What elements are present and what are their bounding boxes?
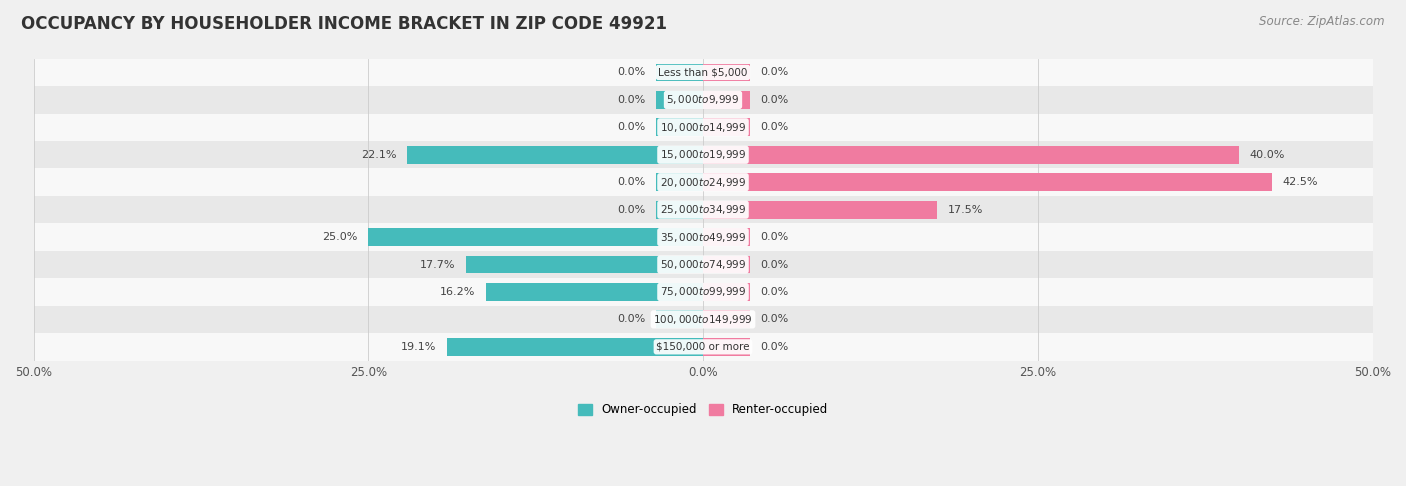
- Text: 17.7%: 17.7%: [420, 260, 456, 270]
- Text: 0.0%: 0.0%: [761, 68, 789, 77]
- Text: Less than $5,000: Less than $5,000: [658, 68, 748, 77]
- Text: $50,000 to $74,999: $50,000 to $74,999: [659, 258, 747, 271]
- Text: 0.0%: 0.0%: [617, 68, 645, 77]
- Text: $150,000 or more: $150,000 or more: [657, 342, 749, 352]
- Text: $100,000 to $149,999: $100,000 to $149,999: [654, 313, 752, 326]
- Bar: [657, 201, 703, 219]
- Bar: [408, 146, 703, 164]
- Bar: [657, 311, 703, 329]
- Text: 0.0%: 0.0%: [617, 177, 645, 187]
- Bar: [486, 283, 703, 301]
- Bar: [34, 306, 1372, 333]
- Bar: [34, 278, 1372, 306]
- Text: $15,000 to $19,999: $15,000 to $19,999: [659, 148, 747, 161]
- Text: 0.0%: 0.0%: [761, 287, 789, 297]
- Text: 0.0%: 0.0%: [617, 122, 645, 132]
- Bar: [703, 91, 749, 109]
- Text: $75,000 to $99,999: $75,000 to $99,999: [659, 285, 747, 298]
- Bar: [34, 224, 1372, 251]
- Bar: [34, 141, 1372, 169]
- Bar: [703, 201, 938, 219]
- Text: 0.0%: 0.0%: [761, 232, 789, 242]
- Bar: [703, 256, 749, 274]
- Bar: [657, 91, 703, 109]
- Text: 0.0%: 0.0%: [761, 342, 789, 352]
- Text: 0.0%: 0.0%: [617, 95, 645, 105]
- Text: Source: ZipAtlas.com: Source: ZipAtlas.com: [1260, 15, 1385, 28]
- Text: 0.0%: 0.0%: [617, 314, 645, 324]
- Bar: [703, 119, 749, 136]
- Bar: [34, 169, 1372, 196]
- Bar: [703, 228, 749, 246]
- Text: 0.0%: 0.0%: [761, 122, 789, 132]
- Legend: Owner-occupied, Renter-occupied: Owner-occupied, Renter-occupied: [572, 399, 834, 421]
- Bar: [34, 251, 1372, 278]
- Text: 16.2%: 16.2%: [440, 287, 475, 297]
- Bar: [657, 64, 703, 81]
- Bar: [657, 174, 703, 191]
- Text: $25,000 to $34,999: $25,000 to $34,999: [659, 203, 747, 216]
- Bar: [34, 333, 1372, 361]
- Text: OCCUPANCY BY HOUSEHOLDER INCOME BRACKET IN ZIP CODE 49921: OCCUPANCY BY HOUSEHOLDER INCOME BRACKET …: [21, 15, 666, 33]
- Bar: [368, 228, 703, 246]
- Text: $5,000 to $9,999: $5,000 to $9,999: [666, 93, 740, 106]
- Bar: [34, 86, 1372, 114]
- Text: 0.0%: 0.0%: [761, 260, 789, 270]
- Bar: [703, 311, 749, 329]
- Bar: [465, 256, 703, 274]
- Text: $10,000 to $14,999: $10,000 to $14,999: [659, 121, 747, 134]
- Bar: [34, 59, 1372, 86]
- Bar: [34, 196, 1372, 224]
- Text: 17.5%: 17.5%: [948, 205, 983, 215]
- Text: 0.0%: 0.0%: [617, 205, 645, 215]
- Bar: [703, 338, 749, 356]
- Bar: [657, 119, 703, 136]
- Bar: [447, 338, 703, 356]
- Text: $35,000 to $49,999: $35,000 to $49,999: [659, 230, 747, 243]
- Text: 22.1%: 22.1%: [361, 150, 396, 160]
- Text: 25.0%: 25.0%: [322, 232, 357, 242]
- Bar: [703, 174, 1272, 191]
- Bar: [703, 283, 749, 301]
- Text: 40.0%: 40.0%: [1250, 150, 1285, 160]
- Text: 19.1%: 19.1%: [401, 342, 436, 352]
- Bar: [34, 114, 1372, 141]
- Text: $20,000 to $24,999: $20,000 to $24,999: [659, 176, 747, 189]
- Bar: [703, 146, 1239, 164]
- Text: 0.0%: 0.0%: [761, 314, 789, 324]
- Text: 42.5%: 42.5%: [1282, 177, 1319, 187]
- Text: 0.0%: 0.0%: [761, 95, 789, 105]
- Bar: [703, 64, 749, 81]
